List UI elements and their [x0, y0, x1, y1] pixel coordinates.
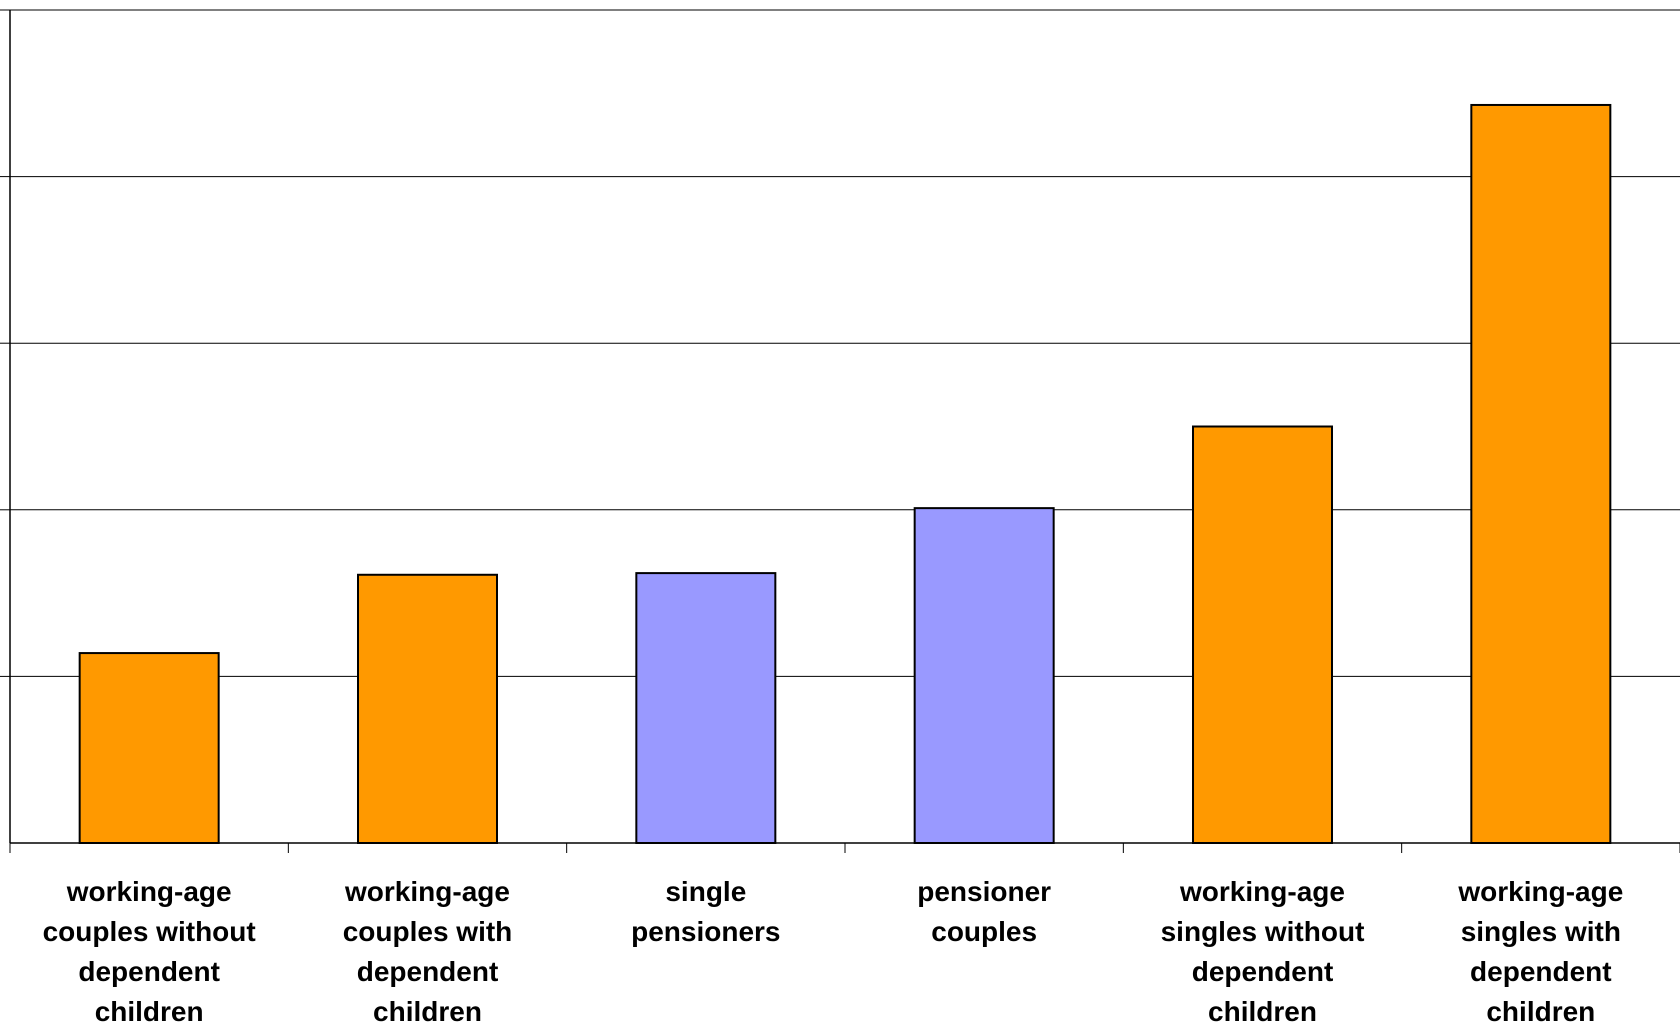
x-tick-label-line: singles with	[1460, 916, 1621, 947]
x-tick-label: working-age couples with dependent children	[308, 872, 548, 1025]
x-tick-label-line: children	[1486, 996, 1596, 1025]
x-tick-label: working-age singles without dependent child…	[1143, 872, 1383, 1025]
x-tick-label-line: couples with	[342, 916, 513, 947]
bar	[1470, 103, 1612, 845]
bar	[913, 507, 1055, 844]
x-tick-label-line: working-age	[1458, 876, 1624, 907]
bar	[78, 652, 220, 844]
gridlines	[10, 9, 1680, 677]
x-tick-label-line: couples	[931, 916, 1038, 947]
x-tick-label: working-age couples without dependent child…	[29, 872, 269, 1025]
bar	[357, 573, 498, 844]
x-tick-label-line: single	[665, 876, 747, 907]
x-tick-label-line: dependent	[1191, 956, 1334, 987]
bar	[1192, 425, 1333, 844]
x-tick-label-line: working-age	[66, 876, 232, 907]
x-tick-label-line: dependent	[1470, 956, 1612, 987]
x-tick-label: pensioner couples	[864, 872, 1104, 952]
axes	[0, 9, 1680, 853]
x-tick-label-line: children	[1208, 996, 1317, 1025]
x-tick-label-line: couples without	[42, 916, 256, 947]
x-tick-label-line: working-age	[1180, 876, 1345, 907]
bars	[78, 103, 1612, 845]
x-tick-label-line: pensioners	[631, 916, 781, 947]
x-tick-label: single pensioners	[586, 872, 826, 952]
x-tick-label-line: dependent	[78, 956, 220, 987]
x-tick-label-line: working-age	[345, 876, 510, 907]
x-tick-label-line: singles without	[1160, 916, 1365, 947]
x-tick-label-line: pensioner	[917, 876, 1052, 907]
bar	[635, 572, 777, 844]
x-tick-label-line: children	[373, 996, 482, 1025]
x-tick-label-line: dependent	[356, 956, 499, 987]
x-tick-label: working-age singles with dependent children	[1421, 872, 1661, 1025]
x-tick-label-line: children	[94, 996, 204, 1025]
